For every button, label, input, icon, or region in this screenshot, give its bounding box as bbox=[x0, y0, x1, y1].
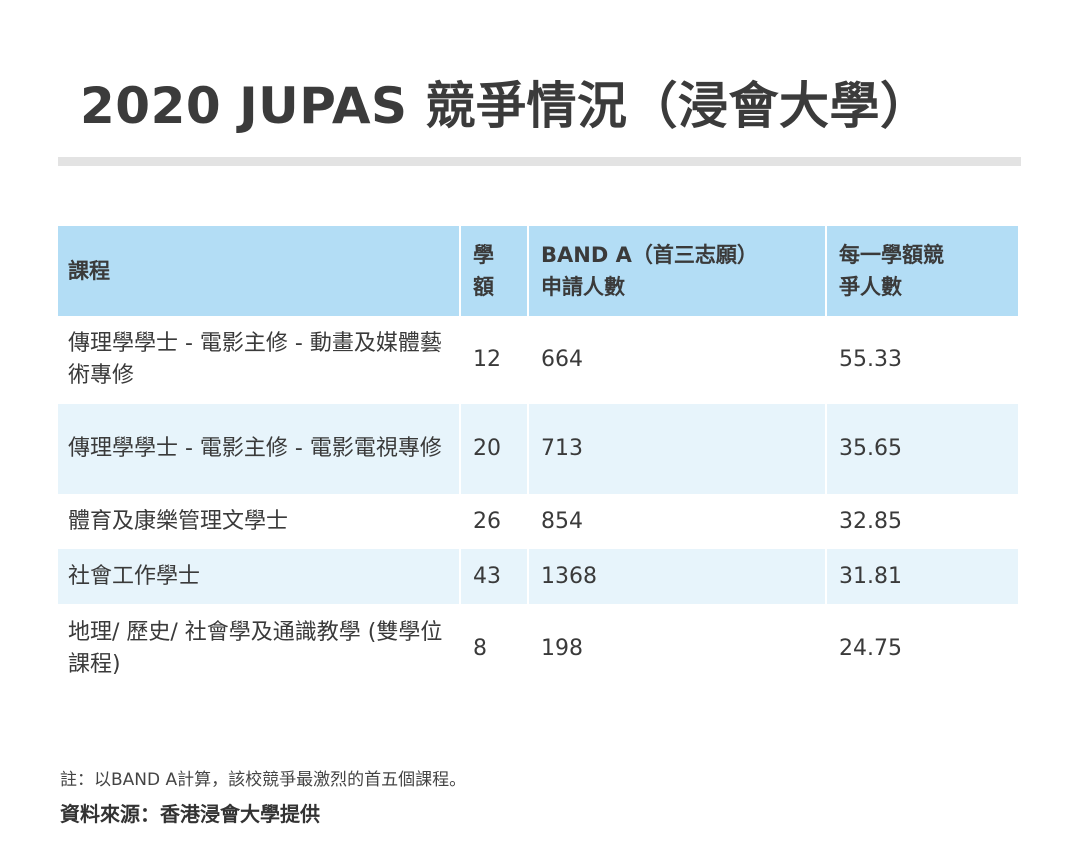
table-row: 體育及康樂管理文學士 26 854 32.85 bbox=[58, 494, 1018, 549]
cell-ratio: 31.81 bbox=[827, 549, 1018, 604]
cell-places: 43 bbox=[461, 549, 529, 604]
cell-programme: 傳理學學士 - 電影主修 - 電影電視專修 bbox=[58, 404, 461, 494]
cell-programme: 社會工作學士 bbox=[58, 549, 461, 604]
header-ratio: 每一學額競 爭人數 bbox=[827, 226, 1018, 316]
competition-table: 課程 學額 BAND A（首三志願） 申請人數 每一學額競 爭人數 傳理學學士 - … bbox=[58, 226, 1018, 694]
page-title: 2020 JUPAS 競爭情況（浸會大學） bbox=[80, 77, 931, 135]
cell-applicants: 713 bbox=[529, 404, 827, 494]
cell-ratio: 24.75 bbox=[827, 604, 1018, 694]
cell-applicants: 1368 bbox=[529, 549, 827, 604]
cell-applicants: 198 bbox=[529, 604, 827, 694]
header-programme: 課程 bbox=[58, 226, 461, 316]
cell-ratio: 55.33 bbox=[827, 316, 1018, 404]
cell-ratio: 32.85 bbox=[827, 494, 1018, 549]
table-row: 傳理學學士 - 電影主修 - 電影電視專修 20 713 35.65 bbox=[58, 404, 1018, 494]
table-header-row: 課程 學額 BAND A（首三志願） 申請人數 每一學額競 爭人數 bbox=[58, 226, 1018, 316]
cell-programme: 地理/ 歷史/ 社會學及通識教學 (雙學位課程) bbox=[58, 604, 461, 694]
header-places: 學額 bbox=[461, 226, 529, 316]
cell-places: 8 bbox=[461, 604, 529, 694]
cell-places: 20 bbox=[461, 404, 529, 494]
cell-programme: 傳理學學士 - 電影主修 - 動畫及媒體藝術專修 bbox=[58, 316, 461, 404]
cell-places: 26 bbox=[461, 494, 529, 549]
title-divider bbox=[58, 157, 1021, 166]
cell-ratio: 35.65 bbox=[827, 404, 1018, 494]
header-applicants: BAND A（首三志願） 申請人數 bbox=[529, 226, 827, 316]
footnote: 註：以BAND A計算，該校競爭最激烈的首五個課程。 bbox=[60, 770, 467, 790]
cell-places: 12 bbox=[461, 316, 529, 404]
cell-applicants: 664 bbox=[529, 316, 827, 404]
table-row: 地理/ 歷史/ 社會學及通識教學 (雙學位課程) 8 198 24.75 bbox=[58, 604, 1018, 694]
cell-applicants: 854 bbox=[529, 494, 827, 549]
source-credit: 資料來源：香港浸會大學提供 bbox=[60, 802, 320, 826]
cell-programme: 體育及康樂管理文學士 bbox=[58, 494, 461, 549]
table-row: 傳理學學士 - 電影主修 - 動畫及媒體藝術專修 12 664 55.33 bbox=[58, 316, 1018, 404]
table-row: 社會工作學士 43 1368 31.81 bbox=[58, 549, 1018, 604]
